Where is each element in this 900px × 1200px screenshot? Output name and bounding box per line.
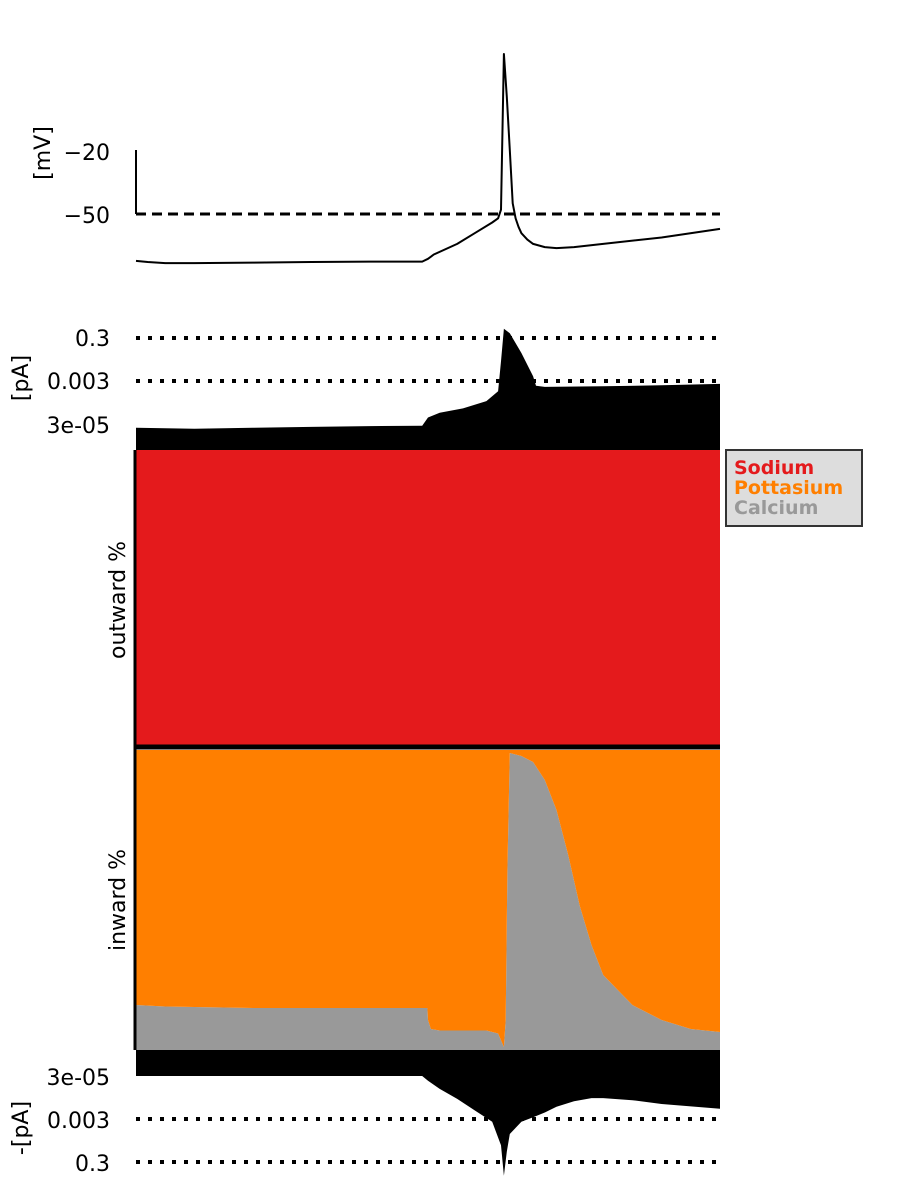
voltage-panel: −20 −50 [mV] [31,53,721,265]
legend: Sodium Pottasium Calcium [725,449,863,527]
outward-current-area [136,328,720,450]
voltage-tick-minus-50: −50 [64,204,110,229]
fraction-panels: outward % inward % [106,450,720,1050]
outward-tick-0.3: 0.3 [75,327,110,352]
outward-fraction-layers [136,450,720,745]
outward-current-axis-label: [pA] [9,355,34,401]
inward-fraction-label: inward % [106,849,131,951]
legend-box [725,449,863,527]
inward-current-panel: 3e-05 0.003 0.3 -[pA] [9,1050,720,1177]
legend-item-pottasium: Pottasium [734,477,843,499]
legend-item-sodium: Sodium [734,457,814,479]
voltage-tick-minus-20: −20 [64,141,110,166]
voltage-trace [135,53,721,265]
outward-fraction-label: outward % [106,541,131,659]
inward-fraction-calcium-area [136,753,720,1050]
inward-fraction-layers [136,750,720,1050]
outward-tick-3e-05: 3e-05 [47,414,110,439]
outward-current-panel: 0.3 0.003 3e-05 [pA] [9,327,720,450]
outward-fraction-sodium-area [136,450,720,745]
inward-fraction-pottasium-area [136,750,720,1047]
inward-tick-0.003: 0.003 [47,1109,110,1134]
inward-current-area [136,1050,720,1176]
legend-item-calcium: Calcium [734,497,818,519]
inward-current-axis-label: -[pA] [9,1101,34,1155]
voltage-axis-label: [mV] [31,126,56,180]
outward-tick-0.003: 0.003 [47,370,110,395]
inward-tick-0.3: 0.3 [75,1152,110,1177]
inward-tick-3e-05: 3e-05 [47,1066,110,1091]
